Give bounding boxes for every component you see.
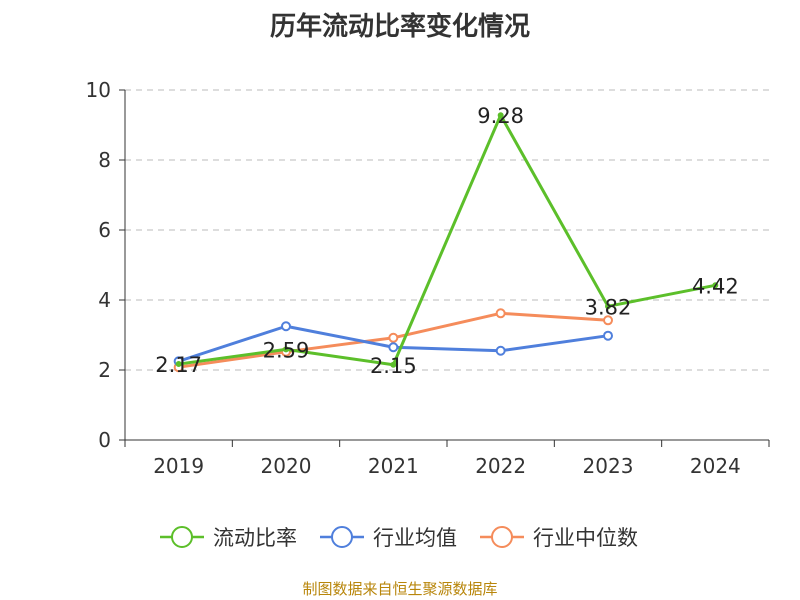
y-tick-label: 0 [98,428,111,452]
y-tick-label: 4 [98,288,111,312]
data-point[interactable] [390,361,397,368]
legend-swatch-marker [491,526,513,548]
data-point[interactable] [175,361,182,368]
x-tick-label: 2022 [475,454,526,478]
x-tick-label: 2021 [368,454,419,478]
legend-item-1[interactable]: 行业均值 [320,526,457,550]
axes: 0 2 4 6 8 10 2019 2020 2021 2022 2023 2024 [86,78,770,478]
y-tick-label: 6 [98,218,111,242]
data-point[interactable] [495,308,506,319]
y-tick-label: 10 [86,78,111,102]
legend-label: 流动比率 [213,526,297,550]
data-label: 9.28 [477,104,524,128]
grid-lines [125,89,769,371]
x-tick-label: 2023 [583,454,634,478]
data-point[interactable] [605,303,611,310]
legend[interactable]: 流动比率 行业均值 行业中位数 [160,526,638,550]
data-point[interactable] [388,342,399,353]
series-line-0 [178,113,716,367]
data-source-note: 制图数据来自恒生聚源数据库 [302,580,498,598]
data-point[interactable] [495,345,506,356]
x-tick-label: 2024 [690,454,741,478]
data-label: 2.15 [370,354,417,378]
data-point[interactable] [712,282,719,289]
data-point[interactable] [603,315,613,326]
data-label: 4.42 [692,274,739,298]
data-point[interactable] [388,332,399,343]
legend-item-2[interactable]: 行业中位数 [480,526,638,550]
legend-item-0[interactable]: 流动比率 [160,526,297,550]
data-point[interactable] [283,346,289,353]
data-point[interactable] [497,112,504,119]
y-tick-label: 2 [98,358,111,382]
legend-swatch-marker [331,526,353,548]
chart-title: 历年流动比率变化情况 [269,12,530,42]
data-point[interactable] [281,321,291,332]
legend-label: 行业中位数 [533,526,638,550]
x-tick-label: 2019 [153,454,204,478]
legend-label: 行业均值 [373,526,457,550]
data-label: 3.82 [585,295,632,319]
data-labels: 2.17 2.59 2.15 9.28 3.82 4.42 [155,104,738,378]
x-tick-label: 2020 [261,454,312,478]
series-lines [173,112,719,373]
data-label: 2.59 [263,338,310,362]
data-point[interactable] [603,330,613,341]
y-tick-label: 8 [98,148,111,172]
legend-swatch-marker [171,526,193,548]
data-label: 2.17 [155,353,202,377]
